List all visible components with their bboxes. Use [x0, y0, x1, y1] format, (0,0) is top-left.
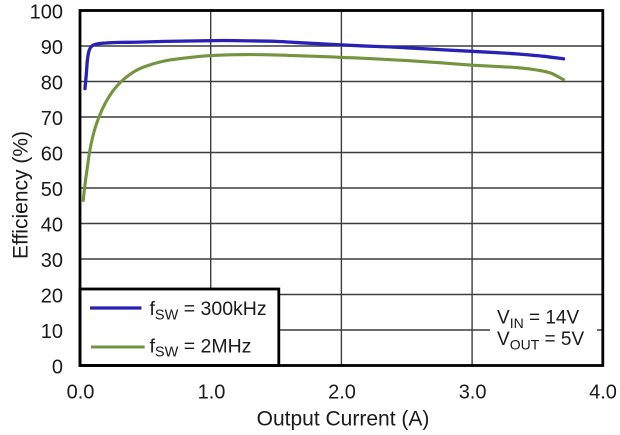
svg-text:80: 80: [41, 73, 63, 95]
svg-text:2.0: 2.0: [328, 382, 356, 404]
svg-text:60: 60: [41, 144, 63, 166]
svg-text:0: 0: [52, 357, 63, 379]
svg-text:70: 70: [41, 108, 63, 130]
svg-text:VIN = 14V: VIN = 14V: [497, 308, 579, 332]
svg-text:20: 20: [41, 286, 63, 308]
svg-text:90: 90: [41, 37, 63, 59]
svg-text:4.0: 4.0: [589, 382, 617, 404]
svg-text:100: 100: [30, 2, 63, 24]
svg-text:Output Current (A): Output Current (A): [257, 408, 430, 431]
svg-text:3.0: 3.0: [459, 382, 487, 404]
svg-text:40: 40: [41, 215, 63, 237]
svg-text:Efficiency (%): Efficiency (%): [10, 131, 33, 259]
svg-text:0.0: 0.0: [67, 382, 95, 404]
svg-text:1.0: 1.0: [198, 382, 226, 404]
svg-text:10: 10: [41, 321, 63, 343]
svg-text:30: 30: [41, 250, 63, 272]
svg-text:50: 50: [41, 179, 63, 201]
